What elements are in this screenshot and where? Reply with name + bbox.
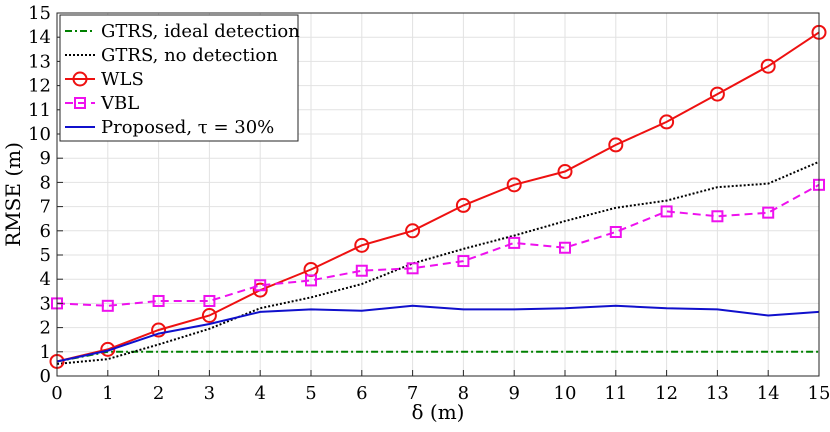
series-4 [56, 304, 820, 363]
legend-label: Proposed, τ = 30% [101, 117, 274, 138]
y-tick-label: 15 [28, 3, 51, 24]
data-point [760, 58, 776, 74]
data-point [608, 137, 624, 153]
x-axis-label: δ (m) [412, 400, 465, 424]
x-tick-label: 13 [706, 383, 729, 404]
data-point [201, 308, 217, 323]
data-point [254, 279, 267, 292]
y-tick-label: 3 [40, 293, 51, 314]
legend-item: GTRS, ideal detection [65, 21, 300, 42]
x-tick-label: 7 [407, 383, 418, 404]
data-point [355, 264, 368, 277]
data-point [457, 255, 470, 268]
data-point [609, 226, 622, 239]
legend-item: GTRS, no detection [65, 45, 278, 66]
data-point [709, 86, 725, 102]
x-tick-label: 4 [254, 383, 265, 404]
x-tick-label: 11 [604, 383, 627, 404]
legend-box [59, 14, 299, 142]
y-tick-label: 4 [40, 269, 51, 290]
x-tick-label: 5 [305, 383, 316, 404]
series-3 [51, 178, 825, 312]
y-tick-label: 1 [40, 342, 51, 363]
series-line [56, 350, 819, 363]
data-point [557, 164, 573, 180]
legend-marker [72, 71, 88, 87]
data-point [152, 294, 165, 307]
x-tick-label: 2 [153, 383, 164, 404]
series-line [56, 31, 820, 363]
legend-label: WLS [101, 69, 144, 90]
x-tick-label: 14 [757, 383, 780, 404]
y-tick-label: 8 [40, 172, 51, 193]
data-point [354, 237, 370, 253]
x-tick-label: 15 [808, 383, 830, 404]
series-line [56, 183, 820, 307]
y-tick-label: 5 [40, 245, 51, 266]
y-tick-label: 9 [40, 148, 51, 169]
legend-label: GTRS, ideal detection [101, 21, 300, 42]
plot-frame [56, 12, 820, 377]
x-tick-label: 10 [554, 383, 577, 404]
x-tick-label: 0 [51, 383, 62, 404]
data-point [508, 236, 521, 249]
series-line [56, 304, 820, 363]
data-point [406, 262, 419, 275]
legend-item: VBL [65, 93, 139, 114]
legend-item: WLS [65, 69, 144, 90]
data-point [659, 114, 675, 130]
data-point [559, 241, 571, 254]
data-point [506, 177, 522, 193]
data-point [660, 205, 673, 218]
data-point [762, 206, 775, 219]
y-tick-label: 12 [28, 76, 51, 97]
series-line [56, 160, 820, 365]
ticks: 0 1 2 3 4 5 6 7 8 9 10 11 12 13 14 15012345678910111213… [28, 3, 830, 404]
data-point [203, 294, 216, 307]
data-point [405, 223, 421, 239]
data-point [151, 322, 167, 338]
y-tick-label: 10 [28, 124, 51, 145]
data-point [252, 282, 268, 298]
legend-item: Proposed, τ = 30% [65, 117, 274, 138]
data-point [101, 299, 114, 312]
y-axis-label: RMSE (m) [1, 142, 25, 247]
legend: GTRS, ideal detection GTRS, no detection W… [59, 14, 300, 142]
data-point [455, 197, 471, 213]
series-0 [56, 350, 819, 363]
y-tick-label: 11 [28, 100, 51, 121]
x-tick-label: 6 [356, 383, 367, 404]
x-tick-label: 9 [508, 383, 519, 404]
legend-label: GTRS, no detection [101, 45, 278, 66]
x-tick-label: 1 [102, 383, 113, 404]
legend-label: VBL [100, 93, 139, 114]
x-tick-label: 8 [458, 383, 469, 404]
y-tick-label: 2 [40, 318, 51, 339]
legend-marker [74, 97, 86, 109]
y-tick-label: 0 [40, 366, 51, 387]
series-2 [49, 24, 827, 369]
series-layer [49, 24, 827, 369]
y-tick-label: 6 [40, 221, 51, 242]
x-tick-label: 12 [655, 383, 678, 404]
series-1 [56, 160, 820, 365]
y-tick-label: 13 [28, 51, 51, 72]
x-tick-label: 3 [204, 383, 215, 404]
data-point [305, 274, 317, 287]
y-tick-label: 14 [28, 27, 51, 48]
y-tick-label: 7 [40, 197, 51, 218]
data-point [711, 210, 724, 223]
